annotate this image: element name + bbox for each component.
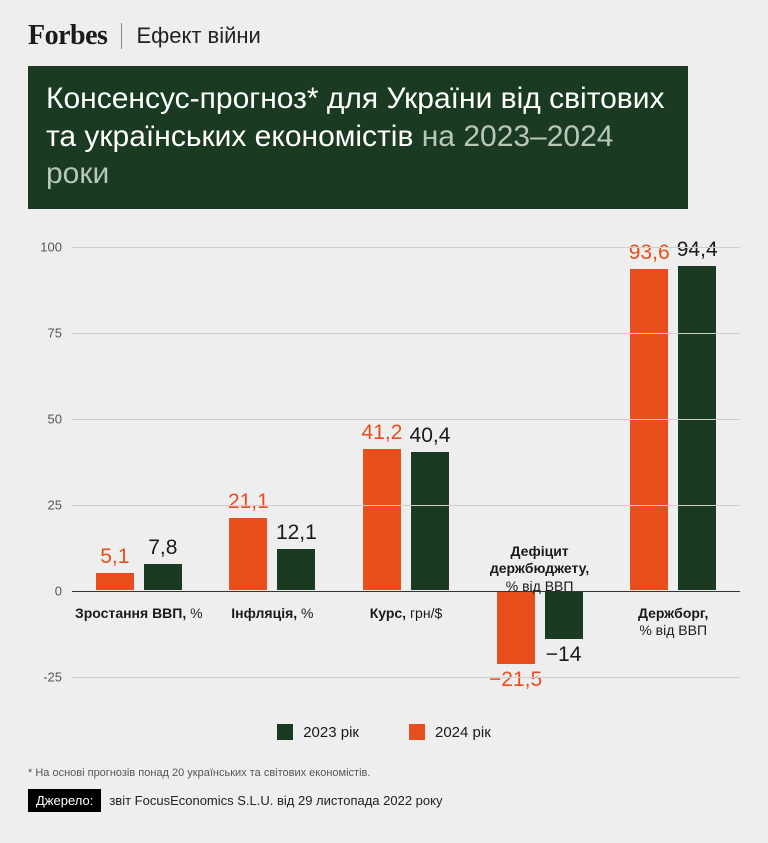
bar-group: 41,240,4Курс, грн/$: [339, 227, 473, 737]
gridline: [72, 247, 740, 248]
bar-value-label: 7,8: [123, 536, 203, 560]
bar-2023: [96, 573, 134, 591]
bar-group: 21,1 12,1 Інфляція, %: [206, 227, 340, 737]
y-tick: 100: [40, 239, 62, 254]
bar-2024: [678, 266, 716, 591]
gridline: [72, 505, 740, 506]
category-label: Зростання ВВП, %: [74, 605, 204, 623]
category-label: Курс, грн/$: [341, 605, 471, 623]
legend-swatch: [409, 724, 425, 740]
bar-value-label: 40,4: [390, 424, 470, 448]
legend-label: 2024 рік: [435, 724, 491, 741]
source-text: звіт FocusEconomics S.L.U. від 29 листоп…: [101, 789, 450, 812]
bar-2023: [630, 269, 668, 591]
header: Forbes Ефект війни: [0, 0, 768, 60]
y-tick: 50: [48, 411, 62, 426]
gridline: [72, 677, 740, 678]
category-label: Дефіцит держбюджету,% від ВВП: [475, 543, 605, 596]
header-subtitle: Ефект війни: [136, 23, 260, 49]
bar-value-label: 21,1: [208, 490, 288, 514]
y-tick: 0: [55, 583, 62, 598]
bar-2024: [144, 564, 182, 591]
y-axis: -25 0 25 50 75 100: [28, 227, 68, 737]
y-tick: 25: [48, 497, 62, 512]
forbes-logo: Forbes: [28, 20, 107, 52]
title-text: Консенсус-прогноз* для України від світо…: [46, 80, 670, 193]
header-divider: [121, 23, 122, 49]
legend: 2023 рік 2024 рік: [28, 724, 740, 741]
gridline: [72, 419, 740, 420]
source-label: Джерело:: [28, 789, 101, 812]
bar-group: 93,694,4Держборг,% від ВВП: [606, 227, 740, 737]
bar-value-label: −14: [524, 643, 604, 667]
bar-value-label: 12,1: [256, 521, 336, 545]
legend-swatch: [277, 724, 293, 740]
bar-2024: [545, 591, 583, 639]
bar-2024: [277, 549, 315, 591]
bar-value-label: −21,5: [476, 668, 556, 692]
chart: -250255075100 5,17,8Зростання ВВП, %21,1…: [28, 227, 740, 737]
bar-2024: [411, 452, 449, 591]
bars-container: 5,17,8Зростання ВВП, %21,112,1Інфляція, …: [72, 227, 740, 737]
zero-line: [72, 591, 740, 593]
bar-value-label: 94,4: [657, 238, 737, 262]
source-row: Джерело: звіт FocusEconomics S.L.U. від …: [28, 789, 740, 812]
legend-item: 2024 рік: [409, 724, 491, 741]
y-tick: 75: [48, 325, 62, 340]
category-label: Держборг,% від ВВП: [608, 605, 738, 640]
gridline: [72, 333, 740, 334]
plot-area: 5,17,8Зростання ВВП, %21,112,1Інфляція, …: [72, 227, 740, 737]
category-label: Інфляція, %: [207, 605, 337, 623]
bar-group: −21,5−14 Дефіцит держбюджету,% від ВВП: [473, 227, 607, 737]
footnote: * На основі прогнозів понад 20 українськ…: [28, 767, 740, 779]
bar-group: 5,17,8Зростання ВВП, %: [72, 227, 206, 737]
bar-2023: [363, 449, 401, 591]
legend-item: 2023 рік: [277, 724, 359, 741]
legend-label: 2023 рік: [303, 724, 359, 741]
title-block: Консенсус-прогноз* для України від світо…: [28, 66, 688, 209]
y-tick: -25: [43, 669, 62, 684]
